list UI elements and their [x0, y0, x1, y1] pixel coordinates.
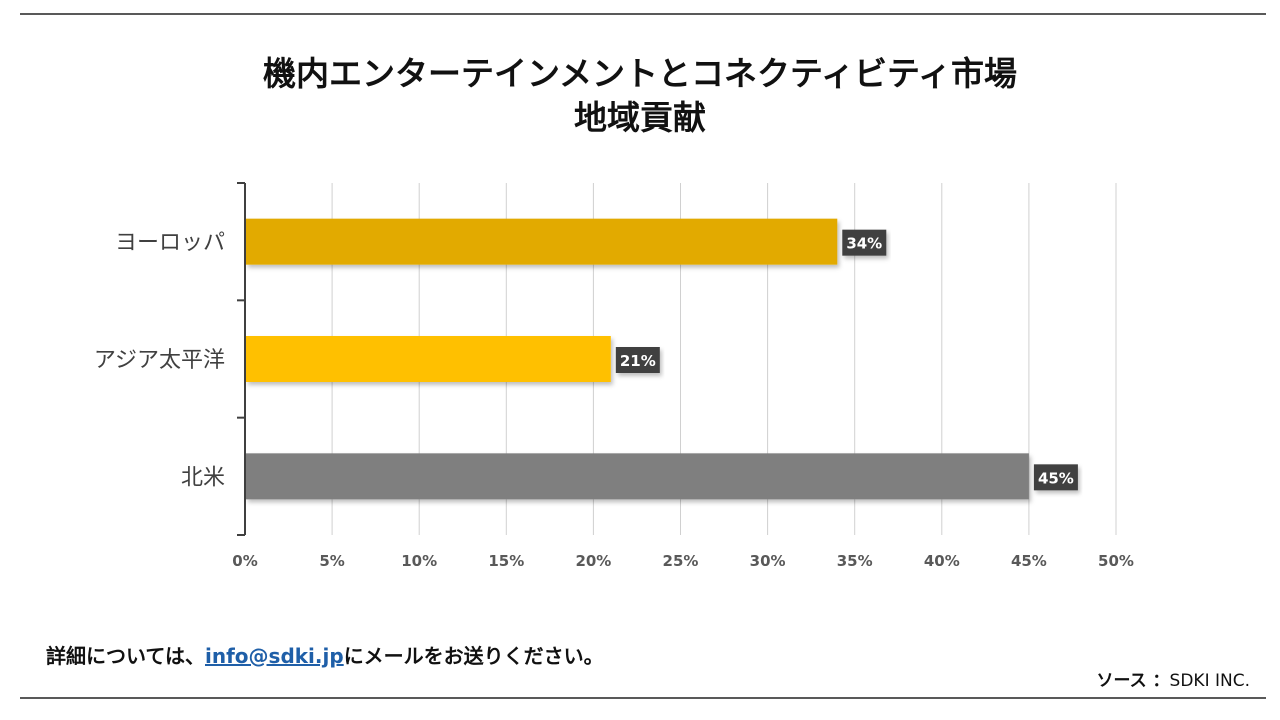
top-rule — [20, 13, 1266, 15]
x-tick-label: 50% — [1098, 552, 1134, 570]
x-tick-label: 10% — [401, 552, 437, 570]
bar-chart: 0% 5% 10% 15% 20% 25% 30% 35% 40% 45% 50% ヨーロッパ 34% ア… — [94, 182, 1134, 570]
source-credit: ソース ：SDKI INC. — [1096, 666, 1250, 691]
source-value: SDKI INC. — [1169, 671, 1250, 691]
x-tick-label: 30% — [750, 552, 786, 570]
x-tick-label: 5% — [319, 552, 344, 570]
x-tick-label: 45% — [1011, 552, 1047, 570]
x-tick-label: 35% — [837, 552, 873, 570]
chart-title: 機内エンターテインメントとコネクティビティ市場 地域貢献 — [0, 52, 1280, 140]
contact-email-link[interactable]: info@sdki.jp — [205, 644, 344, 668]
contact-note-suffix: にメールをお送りください。 — [343, 644, 604, 668]
category-label: アジア太平洋 — [94, 348, 225, 373]
x-tick-label: 20% — [575, 552, 611, 570]
contact-note-prefix: 詳細については、 — [46, 644, 205, 668]
contact-note: 詳細については、info@sdki.jpにメールをお送りください。 — [46, 640, 604, 669]
x-tick-label: 40% — [924, 552, 960, 570]
bar — [246, 336, 611, 382]
category-label: 北米 — [181, 465, 225, 490]
chart-title-line-2: 地域貢献 — [574, 98, 706, 137]
data-label: 45% — [1038, 469, 1074, 487]
source-label: ソース ： — [1096, 671, 1170, 691]
bottom-rule — [20, 697, 1266, 699]
data-label-box — [1033, 464, 1078, 491]
chart-title-line-1: 機内エンターテインメントとコネクティビティ市場 — [262, 54, 1018, 93]
x-tick-label: 25% — [663, 552, 699, 570]
x-tick-label: 15% — [488, 552, 524, 570]
data-label: 21% — [620, 352, 656, 370]
data-label: 34% — [846, 235, 882, 253]
x-tick-label: 0% — [232, 552, 257, 570]
category-label: ヨーロッパ — [115, 231, 225, 256]
data-label-box — [615, 347, 660, 373]
bar — [246, 453, 1029, 500]
data-label-box — [842, 229, 887, 256]
bar — [246, 218, 838, 265]
